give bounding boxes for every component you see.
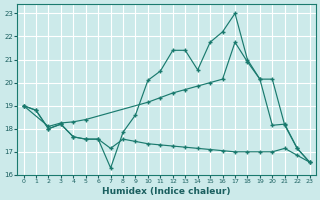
X-axis label: Humidex (Indice chaleur): Humidex (Indice chaleur) (102, 187, 231, 196)
